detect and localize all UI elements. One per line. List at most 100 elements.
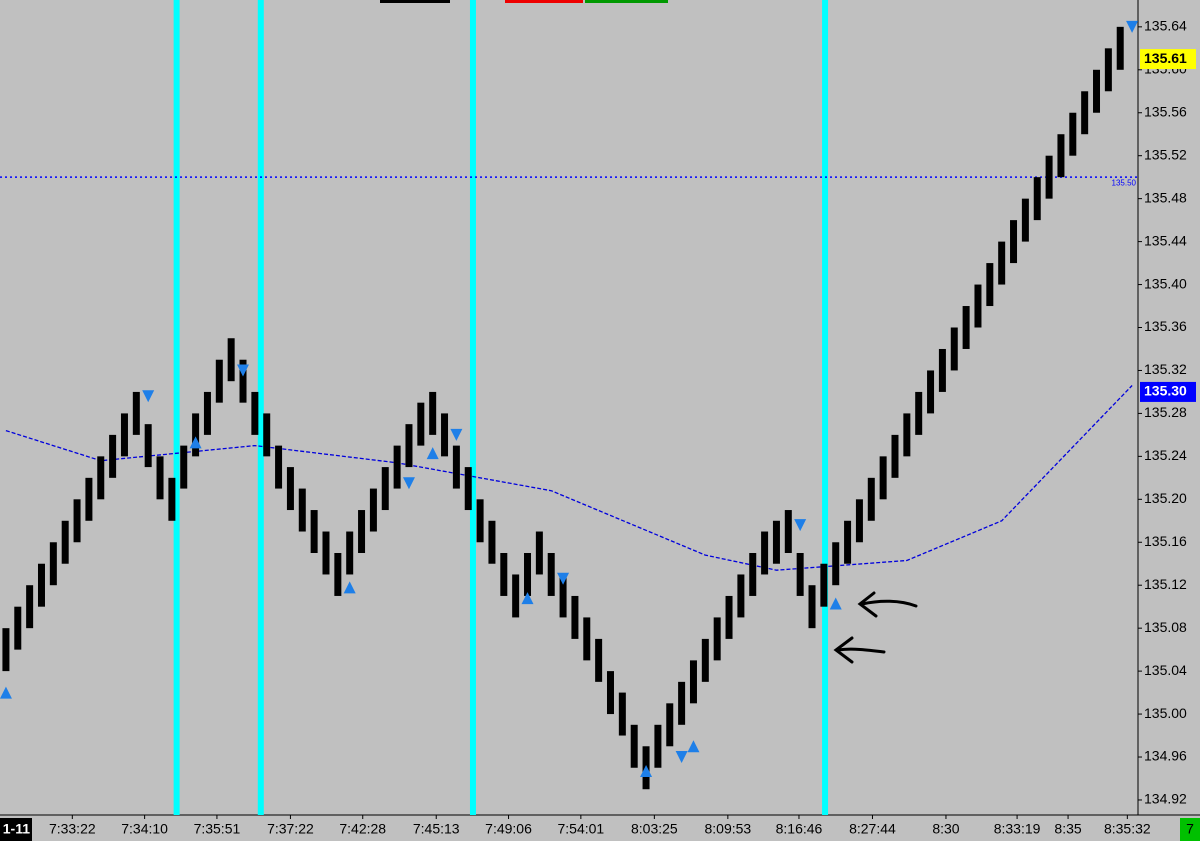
toolbar-decor — [505, 0, 583, 3]
bar — [1104, 48, 1112, 92]
bar — [2, 628, 10, 672]
signal-marker — [0, 686, 12, 699]
x-tick-label: 8:35 — [1054, 821, 1081, 837]
bar — [500, 552, 508, 596]
bar — [749, 552, 757, 596]
y-tick-label: 135.40 — [1144, 275, 1187, 291]
bar — [73, 499, 81, 543]
bar — [37, 563, 45, 607]
bar — [1116, 26, 1124, 70]
bar — [725, 595, 733, 639]
bar — [109, 434, 117, 478]
x-tick-label: 7:45:13 — [413, 821, 460, 837]
bar — [891, 434, 899, 478]
price-badge: 135.61 — [1144, 50, 1187, 66]
bar — [713, 617, 721, 661]
date-badge-box — [0, 818, 32, 841]
bar — [251, 391, 259, 435]
x-tick-label: 7:33:22 — [49, 821, 96, 837]
y-tick-label: 135.36 — [1144, 318, 1187, 334]
bar — [950, 327, 958, 371]
signal-marker — [402, 477, 415, 490]
bar — [678, 681, 686, 725]
bar — [286, 467, 294, 511]
bar — [1010, 220, 1018, 264]
price-badge: 135.30 — [1144, 383, 1187, 399]
bar — [97, 456, 105, 500]
arrow — [833, 636, 886, 664]
bar — [867, 477, 875, 521]
bar — [535, 531, 543, 575]
bar — [1045, 155, 1053, 199]
y-tick-label: 135.48 — [1144, 189, 1187, 205]
bar — [405, 424, 413, 468]
x-tick-label: 7:35:51 — [194, 821, 241, 837]
toolbar-decor — [380, 0, 450, 3]
signal-marker — [450, 428, 463, 441]
signal-marker — [675, 751, 688, 764]
bar — [346, 531, 354, 575]
bar — [1069, 112, 1077, 156]
corner-badge: 7 — [1186, 821, 1194, 837]
bar — [986, 263, 994, 307]
bar — [512, 574, 520, 618]
signal-marker — [829, 597, 842, 610]
y-tick-label: 134.92 — [1144, 791, 1187, 807]
signal-marker — [343, 581, 356, 594]
bar — [879, 456, 887, 500]
y-tick-label: 135.16 — [1144, 533, 1187, 549]
moving-average — [5, 385, 1133, 571]
bar — [571, 595, 579, 639]
price-line-label: 135.50 — [1112, 178, 1137, 187]
bar — [927, 370, 935, 414]
bar — [547, 552, 555, 596]
x-tick-label: 7:42:28 — [339, 821, 386, 837]
bar — [156, 456, 164, 500]
bar — [488, 520, 496, 564]
bar — [1081, 91, 1089, 135]
bar — [120, 413, 128, 457]
signal-marker — [142, 390, 155, 403]
y-tick-label: 135.24 — [1144, 447, 1187, 463]
x-tick-label: 8:09:53 — [704, 821, 751, 837]
y-tick-label: 135.04 — [1144, 662, 1187, 678]
bar — [61, 520, 69, 564]
bar — [452, 445, 460, 489]
signal-marker — [687, 740, 700, 753]
bar — [227, 338, 235, 382]
y-tick-label: 135.12 — [1144, 576, 1187, 592]
signal-marker — [557, 572, 570, 585]
bar — [1021, 198, 1029, 242]
bar — [358, 510, 366, 553]
bar — [239, 359, 247, 403]
x-tick-label: 7:49:06 — [485, 821, 532, 837]
x-tick-label: 8:30 — [932, 821, 959, 837]
bar — [938, 348, 946, 392]
bar — [429, 391, 437, 435]
bar — [808, 585, 816, 629]
x-tick-label: 8:03:25 — [631, 821, 678, 837]
bar — [85, 477, 93, 521]
x-tick-label: 8:27:44 — [849, 821, 896, 837]
bar — [26, 585, 34, 629]
bar — [796, 552, 804, 596]
y-tick-label: 135.32 — [1144, 361, 1187, 377]
signal-marker — [1126, 20, 1139, 33]
y-tick-label: 135.44 — [1144, 232, 1187, 248]
y-tick-label: 135.64 — [1144, 18, 1187, 34]
bar — [784, 510, 792, 553]
bar — [772, 520, 780, 564]
x-tick-label: 7:54:01 — [557, 821, 604, 837]
signal-marker — [189, 436, 202, 449]
bar — [1033, 177, 1041, 221]
bar — [49, 542, 57, 586]
bar — [855, 499, 863, 543]
y-tick-label: 135.52 — [1144, 146, 1187, 162]
bar — [630, 724, 638, 768]
x-tick-label: 7:37:22 — [267, 821, 314, 837]
bar — [974, 284, 982, 328]
bar — [654, 724, 662, 768]
bar — [820, 563, 828, 607]
